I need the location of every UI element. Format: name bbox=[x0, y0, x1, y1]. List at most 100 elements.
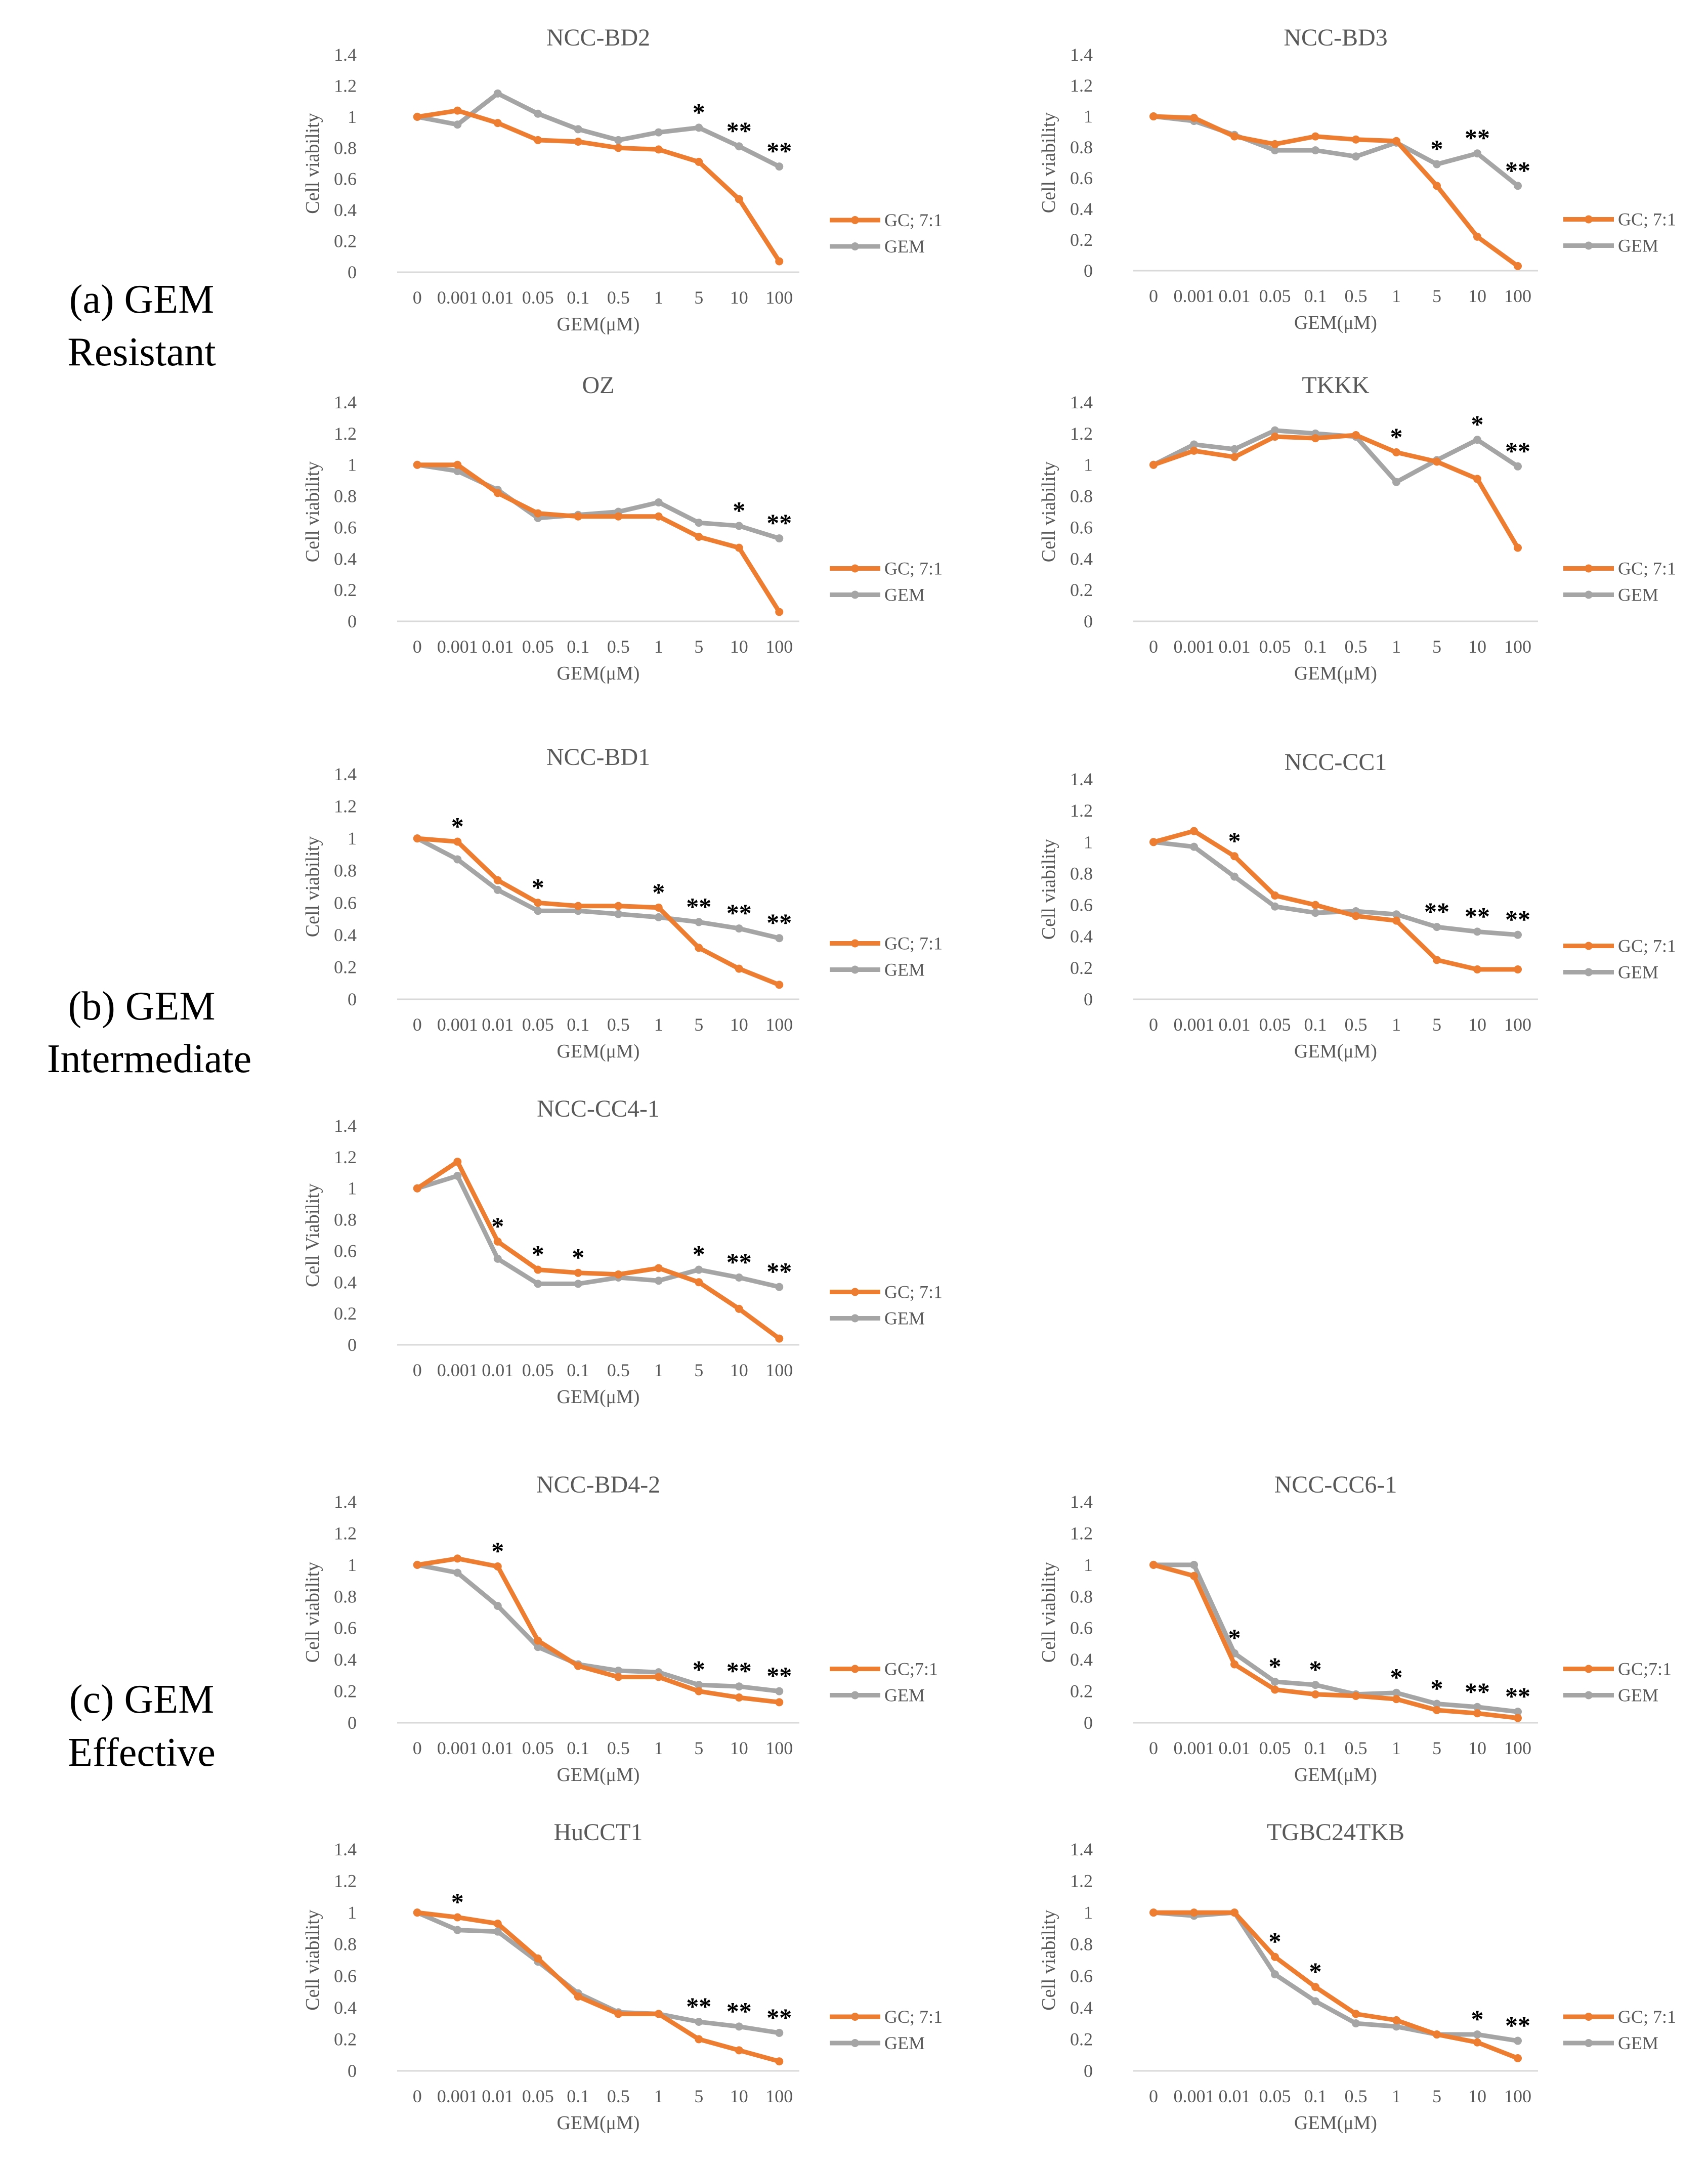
data-point-gem bbox=[493, 1254, 502, 1263]
data-point-gc bbox=[1190, 114, 1198, 122]
y-tick-label: 0.4 bbox=[334, 200, 357, 220]
y-axis-label: Cell viability bbox=[1038, 839, 1059, 940]
data-point-gc bbox=[1473, 2038, 1481, 2047]
x-axis-label: GEM(μM) bbox=[557, 1764, 640, 1786]
x-tick-label: 0 bbox=[1149, 2086, 1158, 2106]
data-point-gem bbox=[614, 1666, 623, 1675]
data-point-gc bbox=[453, 837, 462, 846]
data-point-gc bbox=[695, 2035, 703, 2044]
x-tick-label: 0.5 bbox=[607, 2086, 630, 2106]
data-point-gc bbox=[413, 112, 421, 121]
data-point-gc bbox=[453, 460, 462, 469]
series-line-gem bbox=[415, 1562, 782, 1694]
x-tick-label: 5 bbox=[1432, 1738, 1441, 1758]
data-point-gc bbox=[1190, 827, 1198, 835]
data-point-gc bbox=[695, 1278, 703, 1287]
x-tick-label: 1 bbox=[654, 287, 663, 308]
data-point-gc bbox=[614, 902, 623, 910]
data-point-gc bbox=[1149, 460, 1158, 469]
data-point-gc bbox=[493, 1562, 502, 1570]
chart-title: NCC-BD1 bbox=[546, 744, 650, 771]
data-point-gem bbox=[1514, 182, 1522, 190]
chart-title: NCC-BD4-2 bbox=[536, 1471, 660, 1498]
significance-marker: * bbox=[693, 1655, 705, 1683]
data-point-gem bbox=[695, 918, 703, 926]
x-tick-label: 0 bbox=[413, 1738, 422, 1758]
data-point-gc bbox=[695, 532, 703, 541]
x-tick-label: 100 bbox=[765, 287, 793, 308]
x-tick-label: 0.5 bbox=[1345, 1738, 1368, 1758]
data-point-gc bbox=[1514, 965, 1522, 973]
y-tick-label: 0 bbox=[1084, 1713, 1093, 1733]
data-point-gem bbox=[695, 123, 703, 132]
series-line-gem bbox=[1151, 839, 1520, 938]
x-tick-label: 0 bbox=[413, 2086, 422, 2106]
y-tick-label: 0.2 bbox=[1070, 580, 1093, 600]
data-point-gem bbox=[1230, 445, 1239, 453]
x-tick-label: 0.1 bbox=[567, 1738, 589, 1758]
legend-marker-gc bbox=[851, 216, 859, 224]
y-axis-label: Cell viability bbox=[1038, 1909, 1059, 2010]
x-tick-label: 0.001 bbox=[437, 2086, 478, 2106]
data-point-gc bbox=[1230, 453, 1239, 461]
y-tick-label: 1.4 bbox=[334, 1492, 357, 1512]
data-point-gc bbox=[534, 1265, 542, 1274]
x-tick-label: 10 bbox=[730, 1360, 748, 1380]
data-point-gc bbox=[1190, 1572, 1198, 1580]
y-tick-label: 1 bbox=[1084, 1555, 1093, 1575]
y-tick-label: 1.4 bbox=[334, 392, 357, 412]
y-tick-label: 0.6 bbox=[1070, 517, 1093, 537]
legend-label-gc: GC; 7:1 bbox=[1618, 2007, 1676, 2027]
x-tick-label: 0 bbox=[1149, 1014, 1158, 1035]
data-point-gc bbox=[1514, 543, 1522, 552]
significance-marker: ** bbox=[1505, 437, 1530, 465]
x-tick-label: 0.05 bbox=[522, 287, 554, 308]
data-point-gem bbox=[775, 934, 784, 943]
x-tick-label: 0.05 bbox=[1259, 286, 1291, 306]
data-point-gc bbox=[654, 145, 663, 154]
y-tick-label: 0.4 bbox=[1070, 926, 1093, 947]
x-tick-label: 0.001 bbox=[437, 1360, 478, 1380]
data-point-gem bbox=[1433, 923, 1441, 931]
significance-marker: * bbox=[1309, 1957, 1322, 1985]
significance-marker: * bbox=[1228, 826, 1241, 855]
significance-marker: ** bbox=[1505, 905, 1530, 933]
data-point-gem bbox=[1514, 1708, 1522, 1716]
data-point-gc bbox=[1392, 448, 1400, 456]
y-tick-label: 1 bbox=[348, 828, 357, 848]
y-tick-label: 1.4 bbox=[1070, 392, 1093, 412]
significance-marker: * bbox=[1269, 1652, 1282, 1680]
significance-marker: ** bbox=[766, 1662, 792, 1690]
data-point-gc bbox=[1352, 431, 1360, 439]
series-line-gem bbox=[415, 91, 782, 169]
legend-marker-gc bbox=[1585, 564, 1593, 573]
significance-marker: ** bbox=[766, 2003, 792, 2031]
data-point-gc bbox=[413, 1184, 421, 1193]
data-point-gc bbox=[534, 1636, 542, 1645]
x-tick-label: 0.001 bbox=[437, 1738, 478, 1758]
legend-marker-gem bbox=[851, 1314, 859, 1323]
chart-ncc-bd2: NCC-BD2 0 0.2 0.4 0.6 0.8 1 1.2 1.4 0 0.001 0.01 0.0… bbox=[302, 24, 943, 335]
y-tick-label: 1.2 bbox=[334, 423, 357, 444]
data-point-gem bbox=[534, 907, 542, 915]
significance-marker: * bbox=[693, 1240, 705, 1268]
data-point-gc bbox=[775, 257, 784, 266]
legend-label-gc: GC; 7:1 bbox=[884, 210, 943, 230]
data-point-gc bbox=[654, 903, 663, 912]
chart-ncc-cc4-1: NCC-CC4-1 0 0.2 0.4 0.6 0.8 1 1.2 1.4 0 0.001 0.01 0… bbox=[302, 1095, 943, 1408]
significance-marker: * bbox=[1471, 410, 1484, 438]
x-tick-label: 1 bbox=[654, 1014, 663, 1035]
significance-marker: ** bbox=[766, 908, 792, 937]
chart-title: HuCCT1 bbox=[553, 1819, 643, 1846]
x-tick-label: 5 bbox=[694, 287, 703, 308]
series-line-gc bbox=[415, 836, 782, 987]
data-point-gem bbox=[1311, 146, 1319, 155]
x-tick-label: 5 bbox=[694, 1360, 703, 1380]
data-point-gc bbox=[1352, 135, 1360, 144]
legend-marker-gc bbox=[851, 1288, 859, 1296]
y-tick-label: 1.4 bbox=[334, 764, 357, 784]
x-tick-label: 0 bbox=[413, 636, 422, 657]
data-point-gem bbox=[1271, 146, 1279, 155]
y-tick-label: 1 bbox=[348, 1178, 357, 1199]
y-tick-label: 1.2 bbox=[334, 1523, 357, 1543]
